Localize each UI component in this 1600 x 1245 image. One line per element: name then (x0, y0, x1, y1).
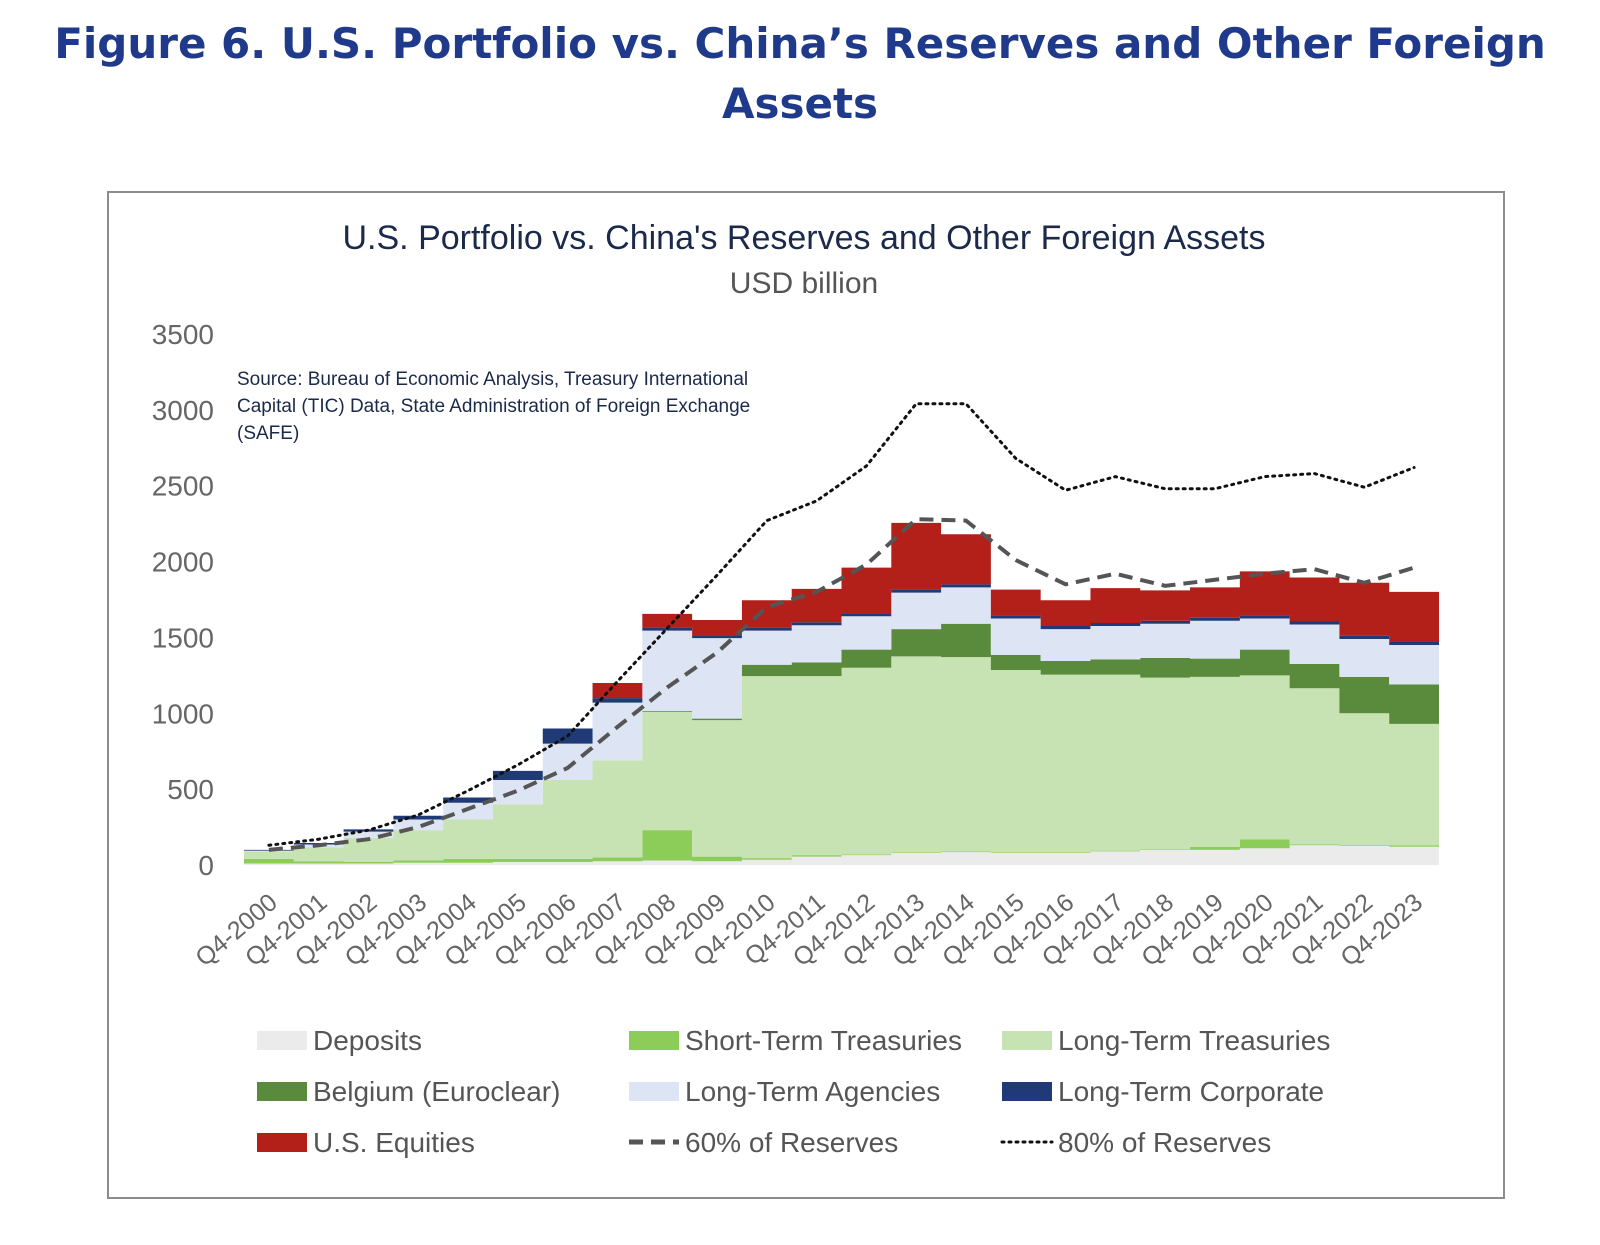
figure-heading: Figure 6. U.S. Portfolio vs. China’s Res… (0, 14, 1600, 134)
y-tick-label: 1000 (152, 698, 214, 729)
legend-swatch (257, 1031, 307, 1050)
legend-label: Deposits (313, 1025, 422, 1056)
area-long-term-agencies (244, 587, 1439, 852)
figure-heading-line-2: Assets (721, 79, 879, 128)
area-u-s-equities (244, 522, 1439, 850)
legend-swatch (629, 1082, 679, 1101)
legend-item-long-term-agencies: Long-Term Agencies (629, 1076, 940, 1107)
chart-frame: U.S. Portfolio vs. China's Reserves and … (107, 191, 1505, 1199)
x-axis-tick-labels: Q4-2000Q4-2001Q4-2002Q4-2003Q4-2004Q4-20… (190, 888, 1428, 972)
source-note: Source: Bureau of Economic Analysis, Tre… (237, 369, 750, 444)
legend-label: U.S. Equities (313, 1127, 475, 1158)
y-tick-label: 3000 (152, 395, 214, 426)
legend-swatch (257, 1133, 307, 1152)
area-belgium-euroclear (244, 623, 1439, 852)
legend-item-deposits: Deposits (257, 1025, 422, 1056)
y-tick-label: 2500 (152, 471, 214, 502)
area-long-term-treasuries (244, 656, 1439, 862)
y-tick-label: 0 (198, 850, 214, 881)
legend-label: Short-Term Treasuries (685, 1025, 962, 1056)
y-tick-label: 3500 (152, 319, 214, 350)
chart-svg: U.S. Portfolio vs. China's Reserves and … (152, 219, 1439, 1158)
legend-item-belgium-euroclear: Belgium (Euroclear) (257, 1076, 560, 1107)
reserve-lines (267, 402, 1416, 852)
legend-item-long-term-corporate: Long-Term Corporate (1002, 1076, 1324, 1107)
line-80-of-reserves (267, 402, 1416, 847)
figure-heading-line-1: Figure 6. U.S. Portfolio vs. China’s Res… (54, 19, 1546, 68)
y-tick-label: 1500 (152, 622, 214, 653)
legend-item-60-of-reserves: 60% of Reserves (629, 1127, 898, 1158)
legend-label: 80% of Reserves (1058, 1127, 1271, 1158)
legend-swatch (629, 1031, 679, 1050)
y-axis-tick-labels: 0 500 1000 1500 2000 2500 3000 3500 (152, 319, 214, 881)
legend-swatch (1002, 1031, 1052, 1050)
stacked-areas (244, 522, 1439, 865)
legend-swatch (1002, 1082, 1052, 1101)
legend: Deposits Short-Term Treasuries Long-Term T… (257, 1025, 1330, 1158)
chart-title: U.S. Portfolio vs. China's Reserves and … (343, 219, 1266, 257)
legend-label: Long-Term Agencies (685, 1076, 940, 1107)
chart-subtitle: USD billion (730, 267, 878, 300)
source-note-text: Source: Bureau of Economic Analysis, Tre… (237, 369, 750, 444)
legend-label: 60% of Reserves (685, 1127, 898, 1158)
legend-item-80-of-reserves: 80% of Reserves (1000, 1127, 1271, 1158)
legend-label: Long-Term Corporate (1058, 1076, 1324, 1107)
legend-item-short-term-treasuries: Short-Term Treasuries (629, 1025, 962, 1056)
y-tick-label: 2000 (152, 547, 214, 578)
legend-label: Long-Term Treasuries (1058, 1025, 1330, 1056)
legend-label: Belgium (Euroclear) (313, 1076, 560, 1107)
line-60-of-reserves (268, 517, 1415, 852)
legend-item-long-term-treasuries: Long-Term Treasuries (1002, 1025, 1330, 1056)
legend-item-u-s-equities: U.S. Equities (257, 1127, 475, 1158)
legend-swatch (257, 1082, 307, 1101)
y-tick-label: 500 (167, 774, 214, 805)
